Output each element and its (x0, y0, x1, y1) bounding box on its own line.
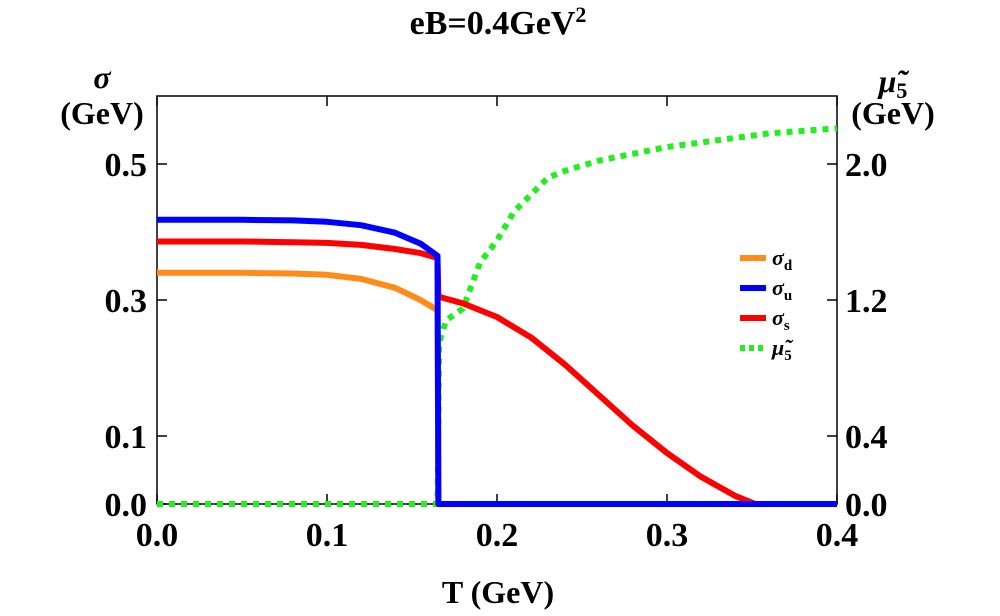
series-line-sigma-d (157, 269, 837, 507)
plot-frame (156, 95, 838, 505)
y-left-tick-label: 0.0 (105, 487, 148, 524)
legend-label-sigma-d: σd (772, 245, 793, 274)
y-left-tick-label: 0.1 (105, 419, 148, 456)
x-tick-label: 0.1 (306, 517, 349, 554)
x-tick-label: 0.0 (136, 517, 179, 554)
y-right-tick-label: 0.4 (845, 419, 888, 456)
y-right-tick-label: 2.0 (845, 147, 888, 184)
series-group (157, 125, 838, 507)
legend-label-sigma-u: σu (772, 275, 792, 304)
left-axis-unit: (GeV) (60, 95, 144, 131)
left-axis-symbol: σ (93, 59, 111, 95)
y-left-tick-label: 0.5 (105, 147, 148, 184)
y-left-tick-label: 0.3 (105, 283, 148, 320)
y-right-tick-label: 1.2 (845, 283, 888, 320)
legend-label-sigma-s: σs (772, 305, 790, 334)
series-line-mu5 (157, 125, 838, 507)
legend-label-mu5: μ̃5 (771, 335, 793, 364)
x-axis-label: T (GeV) (442, 574, 554, 610)
x-tick-label: 0.4 (816, 517, 859, 554)
x-tick-label: 0.2 (476, 517, 519, 554)
tick-group: 0.0 0.1 0.2 0.3 0.40.00.10.30.50.00.41.22.0 (105, 96, 888, 554)
chart-title: eB=0.4GeV2 (410, 2, 587, 42)
series-line-sigma-s (157, 238, 837, 507)
right-axis-unit: (GeV) (851, 95, 935, 131)
x-tick-label: 0.3 (646, 517, 689, 554)
y-right-tick-label: 0.0 (845, 487, 888, 524)
series-line-sigma-u (157, 216, 837, 507)
